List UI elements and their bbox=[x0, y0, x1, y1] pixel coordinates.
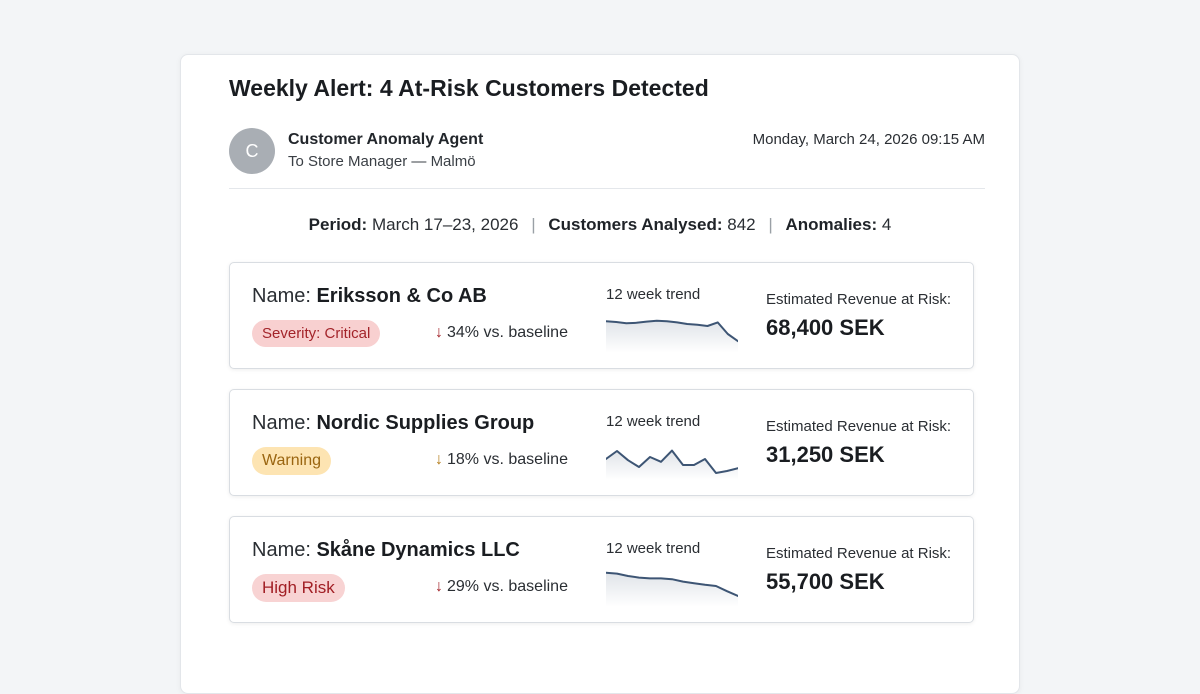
anomalies-label: Anomalies: bbox=[785, 215, 878, 234]
sparkline-line bbox=[606, 571, 738, 597]
anomalies-value: 4 bbox=[881, 215, 892, 234]
recipient-line: To Store Manager — Malmö bbox=[288, 153, 476, 170]
trend-label: 12 week trend bbox=[606, 413, 701, 430]
period-value: March 17–23, 2026 bbox=[371, 215, 519, 234]
avatar: C bbox=[229, 128, 275, 174]
revenue-at-risk-value: 68,400 SEK bbox=[766, 315, 885, 340]
severity-badge: Warning bbox=[252, 447, 331, 475]
customer-name: Name: Skåne Dynamics LLC bbox=[252, 539, 520, 562]
sparkline-area bbox=[606, 320, 738, 353]
customer-card[interactable]: Name: Nordic Supplies Group Warning ↓ 18%… bbox=[229, 389, 974, 496]
vs-baseline-label: vs. baseline bbox=[483, 324, 568, 341]
sparkline-area bbox=[606, 572, 738, 607]
customer-name: Name: Nordic Supplies Group bbox=[252, 412, 534, 435]
change-value: 29% bbox=[447, 578, 480, 595]
revenue-at-risk-label: Estimated Revenue at Risk: bbox=[766, 545, 952, 562]
email-card: Weekly Alert: 4 At-Risk Customers Detect… bbox=[180, 54, 1020, 694]
name-prefix: Name: bbox=[252, 285, 311, 307]
header-divider bbox=[229, 188, 985, 189]
revenue-at-risk-label: Estimated Revenue at Risk: bbox=[766, 418, 952, 435]
change-value: 18% bbox=[447, 451, 480, 468]
summary-separator: | bbox=[768, 215, 773, 234]
severity-badge: High Risk bbox=[252, 574, 345, 602]
name-prefix: Name: bbox=[252, 412, 311, 434]
arrow-down-icon: ↓ bbox=[435, 324, 443, 341]
analysed-label: Customers Analysed: bbox=[548, 215, 723, 234]
sparkline-line bbox=[606, 449, 738, 474]
email-subject: Weekly Alert: 4 At-Risk Customers Detect… bbox=[229, 75, 709, 101]
trend-label: 12 week trend bbox=[606, 286, 701, 303]
arrow-down-icon: ↓ bbox=[435, 451, 443, 468]
analysed-value: 842 bbox=[727, 215, 756, 234]
customer-name: Name: Eriksson & Co AB bbox=[252, 285, 487, 308]
email-timestamp: Monday, March 24, 2026 09:15 AM bbox=[752, 131, 985, 148]
revenue-at-risk-value: 31,250 SEK bbox=[766, 442, 885, 467]
severity-badge: Severity: Critical bbox=[252, 320, 381, 347]
sparkline-area bbox=[606, 450, 738, 480]
customer-card[interactable]: Name: Eriksson & Co AB Severity: Critica… bbox=[229, 262, 974, 369]
customer-card[interactable]: Name: Skåne Dynamics LLC High Risk ↓ 29% … bbox=[229, 516, 974, 623]
avatar-initial: C bbox=[245, 140, 259, 161]
trend-sparkline bbox=[606, 571, 738, 607]
sparkline-line bbox=[606, 319, 738, 343]
revenue-at-risk-value: 55,700 SEK bbox=[766, 569, 885, 594]
trend-label: 12 week trend bbox=[606, 540, 701, 557]
customer-name-value: Nordic Supplies Group bbox=[316, 412, 535, 434]
revenue-at-risk-label: Estimated Revenue at Risk: bbox=[766, 291, 952, 308]
change-vs-baseline: ↓ 18% vs. baseline bbox=[435, 451, 568, 469]
summary-bar: Period: March 17–23, 2026 | Customers An… bbox=[181, 215, 1019, 235]
customer-name-value: Skåne Dynamics LLC bbox=[316, 539, 520, 561]
sender-name[interactable]: Customer Anomaly Agent bbox=[288, 131, 484, 148]
trend-sparkline bbox=[606, 449, 738, 480]
customer-name-value: Eriksson & Co AB bbox=[316, 285, 487, 307]
arrow-down-icon: ↓ bbox=[435, 578, 443, 595]
change-vs-baseline: ↓ 29% vs. baseline bbox=[435, 578, 568, 596]
period-label: Period: bbox=[308, 215, 368, 234]
vs-baseline-label: vs. baseline bbox=[483, 578, 568, 595]
summary-separator: | bbox=[531, 215, 536, 234]
vs-baseline-label: vs. baseline bbox=[483, 451, 568, 468]
change-value: 34% bbox=[447, 324, 480, 341]
change-vs-baseline: ↓ 34% vs. baseline bbox=[435, 324, 568, 342]
trend-sparkline bbox=[606, 319, 738, 353]
name-prefix: Name: bbox=[252, 539, 311, 561]
